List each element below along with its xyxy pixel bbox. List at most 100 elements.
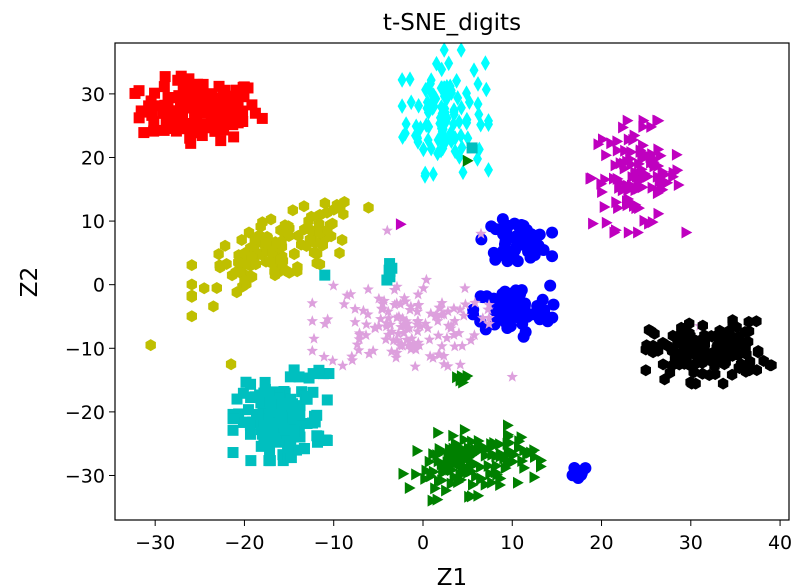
data-point bbox=[444, 55, 454, 72]
data-point bbox=[657, 165, 669, 178]
data-point bbox=[433, 426, 444, 439]
series-group bbox=[227, 142, 478, 467]
y-tick-label: −20 bbox=[65, 402, 105, 424]
data-point bbox=[441, 132, 451, 149]
y-tick-label: −10 bbox=[65, 338, 105, 360]
data-point bbox=[499, 236, 512, 249]
data-point bbox=[282, 437, 294, 449]
data-point bbox=[159, 71, 171, 83]
data-point bbox=[337, 359, 349, 371]
data-point bbox=[449, 315, 461, 326]
data-point bbox=[412, 325, 424, 337]
data-point bbox=[186, 120, 198, 132]
data-point bbox=[634, 157, 645, 170]
data-point bbox=[458, 455, 469, 468]
data-point bbox=[279, 387, 291, 399]
data-point bbox=[213, 248, 224, 261]
data-point bbox=[633, 226, 644, 239]
data-point bbox=[483, 459, 495, 472]
data-point bbox=[269, 265, 280, 278]
data-point bbox=[267, 421, 279, 433]
data-point bbox=[640, 343, 651, 356]
data-point bbox=[649, 160, 661, 173]
x-tick-label: −10 bbox=[314, 532, 354, 554]
data-point bbox=[433, 145, 443, 162]
data-point bbox=[439, 42, 449, 58]
data-point bbox=[246, 99, 258, 111]
data-point bbox=[231, 393, 243, 405]
data-point bbox=[503, 447, 515, 460]
data-point bbox=[314, 218, 325, 230]
data-point bbox=[412, 129, 422, 145]
data-point bbox=[381, 224, 393, 236]
data-point bbox=[149, 87, 161, 99]
data-point bbox=[601, 149, 612, 162]
data-point bbox=[475, 227, 487, 239]
data-point bbox=[431, 309, 443, 321]
data-point bbox=[396, 312, 409, 324]
data-point bbox=[244, 428, 256, 440]
data-point bbox=[216, 96, 228, 108]
data-point bbox=[441, 484, 452, 497]
data-point bbox=[405, 300, 417, 312]
data-point bbox=[275, 406, 287, 418]
data-point bbox=[273, 436, 285, 448]
data-point bbox=[321, 313, 334, 325]
data-point bbox=[186, 310, 197, 323]
data-point bbox=[507, 250, 520, 263]
data-point bbox=[336, 234, 348, 246]
data-point bbox=[442, 305, 454, 317]
data-point bbox=[644, 217, 655, 230]
data-point bbox=[622, 199, 634, 212]
data-point bbox=[706, 330, 718, 343]
y-tick-label: −30 bbox=[65, 465, 105, 487]
data-point bbox=[236, 234, 247, 246]
data-point bbox=[196, 130, 208, 142]
data-point bbox=[293, 229, 304, 242]
data-point bbox=[630, 198, 642, 211]
data-point bbox=[360, 329, 372, 341]
data-point bbox=[450, 143, 460, 160]
data-point bbox=[184, 132, 196, 144]
data-point bbox=[513, 476, 524, 489]
data-point bbox=[637, 153, 649, 165]
data-point bbox=[612, 135, 624, 148]
data-point bbox=[475, 461, 487, 473]
data-point bbox=[453, 90, 463, 106]
data-point bbox=[148, 116, 160, 128]
data-point bbox=[418, 141, 428, 158]
data-point bbox=[424, 350, 436, 362]
data-point bbox=[529, 471, 541, 484]
data-point bbox=[433, 348, 446, 360]
data-point bbox=[721, 337, 732, 350]
data-point bbox=[697, 367, 708, 380]
data-point bbox=[245, 455, 257, 467]
data-point bbox=[619, 157, 630, 170]
data-point bbox=[306, 315, 318, 326]
data-point bbox=[596, 177, 608, 190]
data-point bbox=[353, 333, 365, 345]
data-point bbox=[638, 120, 650, 133]
data-point bbox=[501, 322, 514, 335]
data-point bbox=[172, 74, 184, 86]
data-point bbox=[459, 433, 471, 446]
data-point bbox=[256, 112, 268, 124]
data-point bbox=[529, 444, 541, 457]
data-point bbox=[393, 310, 405, 322]
data-point bbox=[537, 244, 550, 257]
data-point bbox=[438, 358, 450, 370]
data-point bbox=[276, 411, 288, 423]
data-point bbox=[476, 291, 489, 304]
data-point bbox=[764, 359, 776, 372]
data-point bbox=[177, 109, 189, 121]
data-point bbox=[432, 493, 444, 506]
data-point bbox=[411, 318, 423, 330]
data-point bbox=[376, 302, 388, 314]
data-point bbox=[183, 73, 195, 85]
data-point bbox=[285, 393, 297, 405]
data-point bbox=[442, 360, 454, 372]
data-point bbox=[410, 343, 422, 355]
data-point bbox=[473, 76, 483, 92]
data-point bbox=[341, 289, 353, 301]
data-point bbox=[436, 99, 446, 115]
